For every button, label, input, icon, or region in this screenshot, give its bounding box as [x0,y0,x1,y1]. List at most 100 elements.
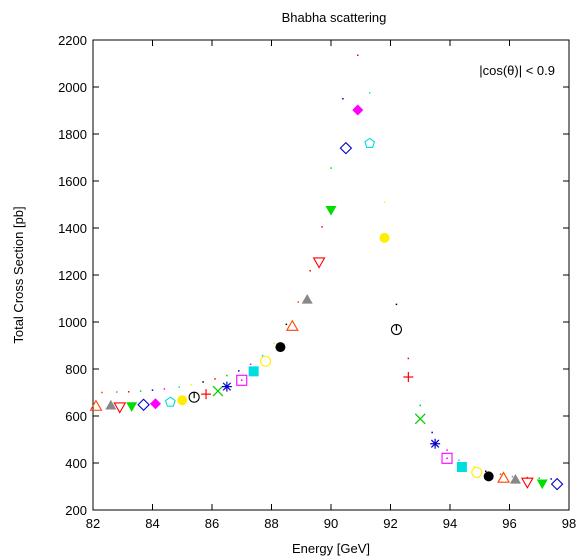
x-tick-label: 88 [264,516,278,531]
x-tick-label: 90 [324,516,338,531]
reference-point [446,449,448,451]
reference-point [419,404,421,407]
x-tick-labels: 82 84 86 88 90 92 94 96 98 [86,516,576,531]
data-point [390,323,403,336]
reference-point [321,226,323,228]
data-point [483,471,494,482]
reference-point [330,167,332,169]
data-point [379,232,390,243]
x-tick-label: 94 [443,516,457,531]
data-point [177,395,188,406]
data-point [536,479,548,490]
reference-point [484,470,487,472]
reference-points [101,54,552,480]
y-tick-label: 600 [65,409,87,424]
data-point [456,461,467,472]
data-point [259,355,272,367]
reference-point [178,386,181,388]
reference-point [309,270,311,272]
reference-point [511,475,514,478]
y-tick-label: 1000 [58,315,87,330]
reference-point [368,92,371,94]
y-tick-label: 1200 [58,268,87,283]
y-tick-label: 800 [65,362,87,377]
data-point [471,466,483,478]
data-point [403,371,414,382]
reference-point [526,476,529,479]
data-point [164,396,176,407]
reference-point [202,381,204,383]
reference-point [499,473,502,476]
reference-point [342,98,344,100]
reference-point [407,357,410,360]
data-point [339,141,353,155]
reference-point [101,391,103,394]
reference-point [127,391,130,393]
reference-point [273,342,276,344]
data-point [520,477,534,489]
reference-point [139,390,142,392]
x-tick-label: 82 [86,516,100,531]
data-points [89,104,564,491]
reference-point [116,391,118,393]
y-tick-labels: 200 400 600 800 1000 1200 1400 1600 1800 2000 2200 [58,33,87,518]
data-point [221,381,232,392]
data-point [126,402,138,412]
reference-point [261,354,264,357]
data-point [212,385,224,397]
x-tick-label: 86 [205,516,219,531]
reference-point [550,478,552,480]
x-tick-label: 96 [502,516,516,531]
data-point [248,366,259,377]
data-point [188,391,200,403]
y-tick-label: 200 [65,503,87,518]
x-tick-label: 84 [145,516,159,531]
y-axis-label: Total Cross Section [pb] [11,206,26,343]
y-ticks [93,39,569,511]
reference-point [297,301,300,303]
data-point [285,319,299,331]
x-tick-label: 92 [383,516,397,531]
data-point [113,402,127,414]
reference-point [383,201,386,203]
data-point [352,104,364,116]
data-point [201,389,212,400]
cut-annotation: |cos(θ)| < 0.9 [479,63,555,78]
reference-point [538,477,540,480]
y-tick-label: 1800 [58,127,87,142]
data-point [275,342,286,353]
reference-point [395,303,398,306]
chart-title: Bhabha scattering [282,10,387,25]
data-point [105,399,117,410]
x-ticks [92,40,570,510]
reference-point [458,459,460,461]
data-point [137,398,150,411]
reference-point [163,388,166,390]
reference-point [190,383,192,386]
data-point [414,413,426,425]
data-point [236,374,248,386]
x-axis-label: Energy [GeV] [292,541,370,556]
reference-point [249,363,252,366]
reference-point [357,54,359,57]
x-tick-label: 98 [562,516,576,531]
data-point [430,438,441,449]
data-point [497,471,510,483]
reference-point [473,465,475,468]
reference-point [151,389,154,391]
y-tick-label: 400 [65,456,87,471]
data-point [312,257,326,269]
data-point [364,137,376,148]
reference-point [431,431,433,434]
y-tick-label: 2200 [58,33,87,48]
reference-point [238,370,240,372]
reference-point [214,378,216,380]
y-tick-label: 1400 [58,221,87,236]
data-point [509,473,521,484]
data-point [325,206,337,216]
reference-point [285,323,288,326]
y-tick-label: 1600 [58,174,87,189]
y-tick-label: 2000 [58,80,87,95]
